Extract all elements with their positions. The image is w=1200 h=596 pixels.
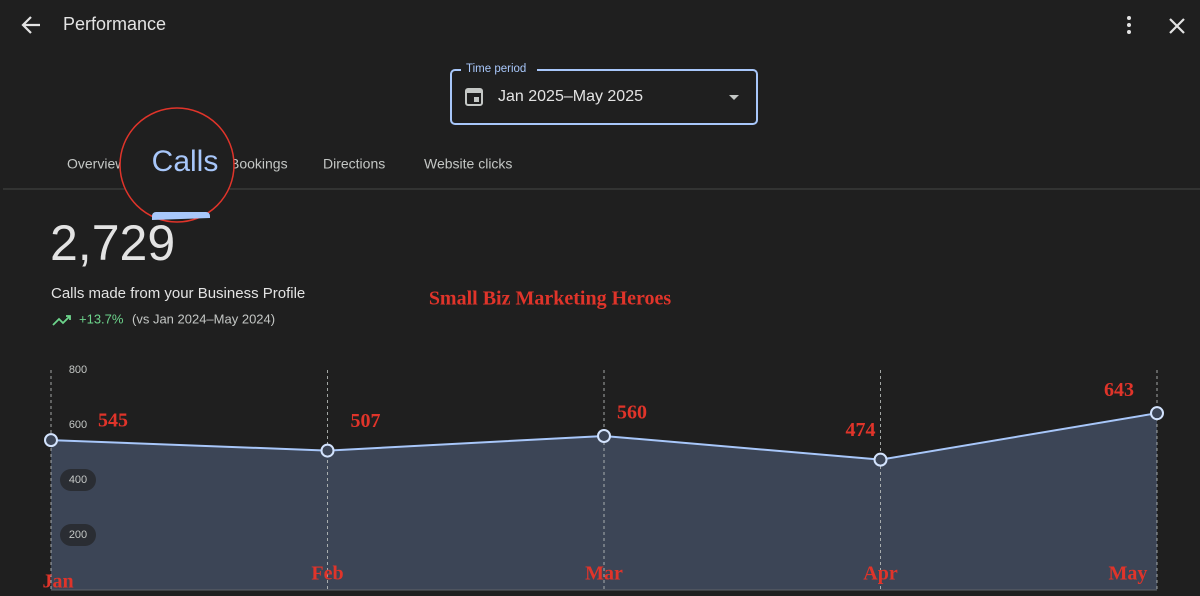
tab[interactable]: Directions [323,156,385,172]
y-tick-label: 200 [69,529,87,541]
x-tick-label: Mar [585,563,623,585]
tick-pill [60,524,96,546]
time-period-field[interactable] [450,69,758,125]
x-tick-label: May [1109,563,1148,585]
value-label: 507 [351,410,381,432]
point [320,443,335,458]
point [44,433,58,448]
value-label: 545 [98,410,128,432]
x-tick-label: Jan [42,571,73,593]
more-menu[interactable] [1127,16,1131,34]
x-tick-label: Apr [863,563,898,585]
description: Calls made from your Business Profile [51,285,305,302]
dropdown-arrow [729,95,739,100]
time-period-value: Jan 2025–May 2025 [498,88,643,105]
point [597,429,611,443]
highlight-circle [119,107,235,223]
comparison: (vs Jan 2024–May 2024) [132,311,275,326]
tab[interactable]: Bookings [230,156,288,172]
page-title: Performance [63,14,166,34]
value-label: 474 [846,419,876,441]
total: 2,729 [50,215,175,271]
chart: 200 400 600 800 545 Jan 507 Feb 560 Mar 474 Apr 643 M… [42,364,1164,593]
tab-indicator [152,212,210,220]
tab[interactable]: Overview [67,156,126,172]
point [873,452,888,467]
annotation: Small Biz Marketing Heroes [429,288,672,310]
y-tick-label: 800 [69,364,87,376]
magnifier: Calls [119,107,235,223]
calendar-icon [465,88,483,106]
tab[interactable]: Website clicks [424,156,512,172]
x-tick-label: Feb [311,563,343,585]
trend-icon [52,315,71,326]
tick-pill [60,469,96,491]
value-label: 643 [1104,379,1134,401]
close-button[interactable] [1169,18,1185,34]
y-tick-label: 600 [69,419,87,431]
y-tick-label: 400 [69,474,87,486]
change: +13.7% [79,311,124,326]
field-label: Time period [466,63,526,75]
point [1150,406,1164,421]
field-label-bg [461,62,537,76]
value-label: 560 [617,402,647,424]
tab-selected[interactable]: Calls [152,145,219,178]
back-button[interactable] [21,16,40,34]
